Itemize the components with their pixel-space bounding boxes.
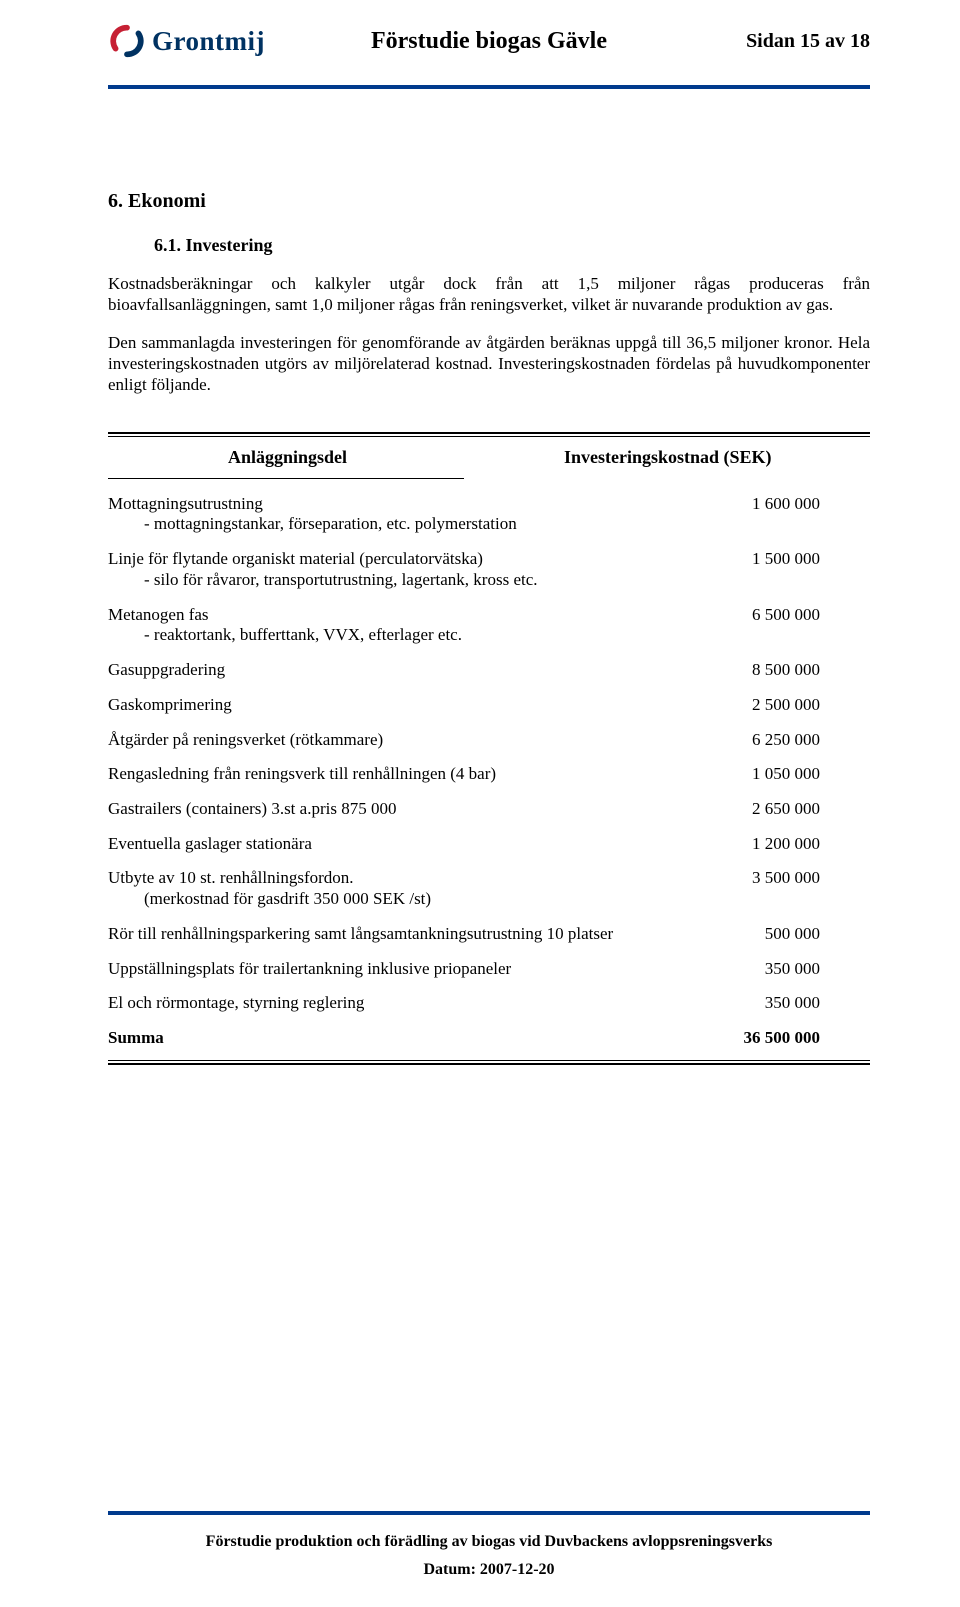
row-label: Gastrailers (containers) 3.st a.pris 875… bbox=[108, 799, 396, 818]
document-title: Förstudie biogas Gävle bbox=[371, 28, 607, 55]
page-header: Grontmij Förstudie biogas Gävle Sidan 15… bbox=[108, 40, 870, 120]
table-cell-label: Uppställningsplats för trailertankning i… bbox=[108, 959, 664, 980]
table-cell-label: Gaskomprimering bbox=[108, 695, 664, 716]
table-header-left: Anläggningsdel bbox=[108, 447, 464, 468]
logo-icon bbox=[108, 22, 146, 60]
row-label: Gasuppgradering bbox=[108, 660, 225, 679]
section-heading: 6. Ekonomi bbox=[108, 190, 870, 213]
table-row: Mottagningsutrustning- mottagningstankar… bbox=[108, 487, 870, 542]
table-row: Utbyte av 10 st. renhållningsfordon. (mer… bbox=[108, 861, 870, 916]
footer-rule bbox=[108, 1511, 870, 1515]
table-cell-label: Linje för flytande organiskt material (p… bbox=[108, 549, 664, 590]
table-cell-value: 8 500 000 bbox=[664, 660, 870, 680]
table-row: Åtgärder på reningsverket (rötkammare) 6 … bbox=[108, 723, 870, 758]
row-label: Metanogen fas bbox=[108, 605, 209, 624]
table-bottom-rule-thin bbox=[108, 1060, 870, 1061]
logo-wordmark: Grontmij bbox=[152, 26, 265, 57]
table-cell-value: 2 650 000 bbox=[664, 799, 870, 819]
table-row: Rengasledning från reningsverk till renh… bbox=[108, 757, 870, 792]
table-cell-label: Gastrailers (containers) 3.st a.pris 875… bbox=[108, 799, 664, 820]
table-row: Gasuppgradering 8 500 000 bbox=[108, 653, 870, 688]
footer-line-2: Datum: 2007-12-20 bbox=[108, 1561, 870, 1579]
sum-value: 36 500 000 bbox=[664, 1028, 870, 1048]
row-sublabel: - reaktortank, bufferttank, VVX, efterla… bbox=[108, 625, 654, 646]
table-row: Eventuella gaslager stationära 1 200 000 bbox=[108, 827, 870, 862]
table-sum-row: Summa36 500 000 bbox=[108, 1021, 870, 1056]
table-cell-value: 350 000 bbox=[664, 959, 870, 979]
table-row: Linje för flytande organiskt material (p… bbox=[108, 542, 870, 597]
body: 6. Ekonomi 6.1. Investering Kostnadsberä… bbox=[108, 190, 870, 1065]
footer-line-1: Förstudie produktion och förädling av bi… bbox=[108, 1533, 870, 1551]
table-cell-label: Åtgärder på reningsverket (rötkammare) bbox=[108, 730, 664, 751]
row-sublabel: (merkostnad för gasdrift 350 000 SEK /st… bbox=[108, 889, 654, 910]
row-label: Gaskomprimering bbox=[108, 695, 232, 714]
table-cell-label: Rengasledning från reningsverk till renh… bbox=[108, 764, 664, 785]
row-label: Utbyte av 10 st. renhållningsfordon. bbox=[108, 868, 354, 887]
page: Grontmij Förstudie biogas Gävle Sidan 15… bbox=[0, 0, 960, 1607]
table-body: Mottagningsutrustning- mottagningstankar… bbox=[108, 487, 870, 1056]
row-label: Åtgärder på reningsverket (rötkammare) bbox=[108, 730, 383, 749]
header-rule bbox=[108, 85, 870, 89]
table-cell-value: 6 250 000 bbox=[664, 730, 870, 750]
table-cell-value: 350 000 bbox=[664, 993, 870, 1013]
logo: Grontmij bbox=[108, 22, 265, 60]
row-sublabel: - mottagningstankar, förseparation, etc.… bbox=[108, 514, 654, 535]
paragraph-2: Den sammanlagda investeringen för genomf… bbox=[108, 333, 870, 395]
table-cell-value: 1 050 000 bbox=[664, 764, 870, 784]
table-cell-label: Utbyte av 10 st. renhållningsfordon. (mer… bbox=[108, 868, 664, 909]
table-cell-value: 3 500 000 bbox=[664, 868, 870, 888]
table-cell-label: Gasuppgradering bbox=[108, 660, 664, 681]
table-cell-value: 1 600 000 bbox=[664, 494, 870, 514]
table-cell-value: 500 000 bbox=[664, 924, 870, 944]
table-row: Metanogen fas- reaktortank, bufferttank,… bbox=[108, 598, 870, 653]
page-number-label: Sidan 15 av 18 bbox=[746, 30, 870, 53]
table-left-header-rule bbox=[108, 478, 464, 479]
table-cell-label: Rör till renhållningsparkering samt lång… bbox=[108, 924, 664, 945]
row-label: Rengasledning från reningsverk till renh… bbox=[108, 764, 496, 783]
row-label: Uppställningsplats för trailertankning i… bbox=[108, 959, 511, 978]
table-cell-label: Metanogen fas- reaktortank, bufferttank,… bbox=[108, 605, 664, 646]
table-bottom-rule-thick bbox=[108, 1063, 870, 1065]
table-cell-value: 2 500 000 bbox=[664, 695, 870, 715]
table-row: Rör till renhållningsparkering samt lång… bbox=[108, 917, 870, 952]
table-cell-value: 1 200 000 bbox=[664, 834, 870, 854]
table-cell-label: Mottagningsutrustning- mottagningstankar… bbox=[108, 494, 664, 535]
table-cell-value: 1 500 000 bbox=[664, 549, 870, 569]
table-row: Gaskomprimering 2 500 000 bbox=[108, 688, 870, 723]
table-cell-value: 6 500 000 bbox=[664, 605, 870, 625]
row-label: El och rörmontage, styrning reglering bbox=[108, 993, 364, 1012]
table-row: El och rörmontage, styrning reglering 350… bbox=[108, 986, 870, 1021]
table-cell-label: Eventuella gaslager stationära bbox=[108, 834, 664, 855]
table-row: Gastrailers (containers) 3.st a.pris 875… bbox=[108, 792, 870, 827]
table-cell-label: El och rörmontage, styrning reglering bbox=[108, 993, 664, 1014]
table-header-right: Investeringskostnad (SEK) bbox=[464, 447, 870, 468]
row-label: Linje för flytande organiskt material (p… bbox=[108, 549, 483, 568]
table-top-rule-thick bbox=[108, 432, 870, 434]
subsection-heading: 6.1. Investering bbox=[154, 235, 870, 256]
sum-label: Summa bbox=[108, 1028, 664, 1049]
table-row: Uppställningsplats för trailertankning i… bbox=[108, 952, 870, 987]
row-label: Rör till renhållningsparkering samt lång… bbox=[108, 924, 613, 943]
table-header-row: Anläggningsdel Investeringskostnad (SEK) bbox=[108, 437, 870, 478]
row-label: Mottagningsutrustning bbox=[108, 494, 263, 513]
row-label: Eventuella gaslager stationära bbox=[108, 834, 312, 853]
paragraph-1: Kostnadsberäkningar och kalkyler utgår d… bbox=[108, 274, 870, 315]
investment-table: Anläggningsdel Investeringskostnad (SEK)… bbox=[108, 432, 870, 1065]
page-footer: Förstudie produktion och förädling av bi… bbox=[108, 1511, 870, 1579]
row-sublabel: - silo för råvaror, transportutrustning,… bbox=[108, 570, 654, 591]
